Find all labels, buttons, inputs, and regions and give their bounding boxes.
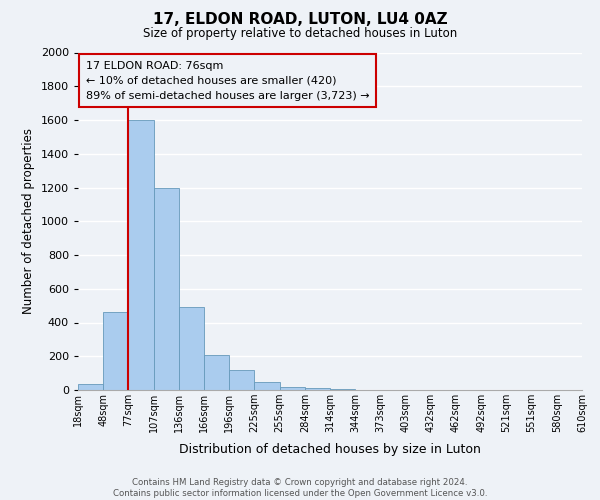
Bar xyxy=(254,382,280,390)
X-axis label: Distribution of detached houses by size in Luton: Distribution of detached houses by size … xyxy=(179,444,481,456)
Bar xyxy=(128,120,154,390)
Bar xyxy=(179,308,204,390)
Text: Contains HM Land Registry data © Crown copyright and database right 2024.
Contai: Contains HM Land Registry data © Crown c… xyxy=(113,478,487,498)
Bar xyxy=(154,188,179,390)
Bar xyxy=(280,386,305,390)
Bar xyxy=(103,312,128,390)
Bar xyxy=(305,388,330,390)
Bar xyxy=(330,389,355,390)
Bar xyxy=(78,384,103,390)
Bar xyxy=(229,370,254,390)
Text: 17 ELDON ROAD: 76sqm
← 10% of detached houses are smaller (420)
89% of semi-deta: 17 ELDON ROAD: 76sqm ← 10% of detached h… xyxy=(86,61,369,100)
Text: Size of property relative to detached houses in Luton: Size of property relative to detached ho… xyxy=(143,28,457,40)
Bar xyxy=(204,354,229,390)
Y-axis label: Number of detached properties: Number of detached properties xyxy=(22,128,35,314)
Text: 17, ELDON ROAD, LUTON, LU4 0AZ: 17, ELDON ROAD, LUTON, LU4 0AZ xyxy=(152,12,448,28)
